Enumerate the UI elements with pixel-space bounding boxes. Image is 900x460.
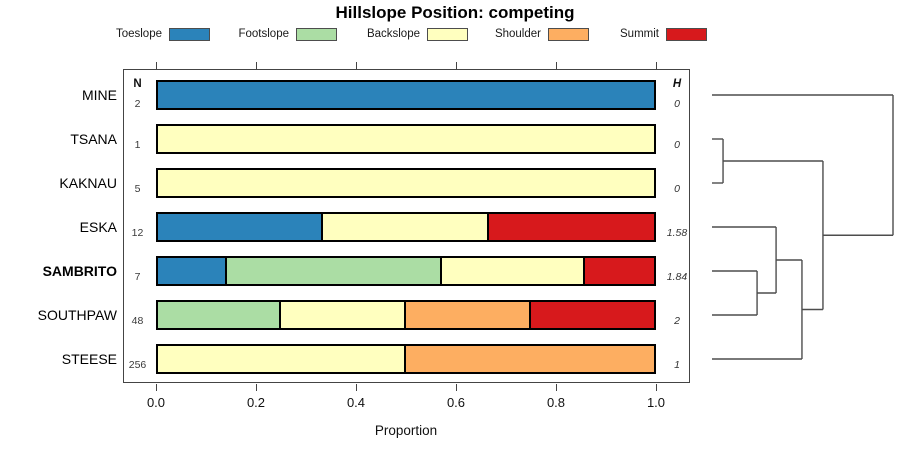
h-value-kaknau: 0 xyxy=(674,183,680,195)
x-tick-label: 0.0 xyxy=(146,395,166,410)
row-label-steese: STEESE xyxy=(61,351,117,367)
x-tick-bottom xyxy=(456,384,457,391)
legend-swatch-summit xyxy=(666,28,707,41)
bar-kaknau xyxy=(156,168,656,198)
x-tick-bottom xyxy=(556,384,557,391)
n-value-southpaw: 48 xyxy=(131,315,144,327)
bar-segment-toeslope xyxy=(156,80,656,110)
bar-segment-backslope xyxy=(156,168,656,198)
x-tick-bottom xyxy=(156,384,157,391)
bar-tsana xyxy=(156,124,656,154)
bar-southpaw xyxy=(156,300,656,330)
bar-sambrito xyxy=(156,256,656,286)
legend-label-footslope: Footslope xyxy=(238,28,289,40)
legend-label-shoulder: Shoulder xyxy=(494,28,541,40)
n-value-tsana: 1 xyxy=(134,139,141,151)
bar-segment-footslope xyxy=(156,300,281,330)
h-value-sambrito: 1.84 xyxy=(666,271,688,283)
row-label-sambrito: SAMBRITO xyxy=(42,263,117,279)
bar-mine xyxy=(156,80,656,110)
bar-segment-backslope xyxy=(156,124,656,154)
n-value-kaknau: 5 xyxy=(134,183,141,195)
x-tick-bottom xyxy=(256,384,257,391)
bar-segment-backslope xyxy=(156,344,406,374)
row-label-tsana: TSANA xyxy=(70,131,117,147)
row-label-southpaw: SOUTHPAW xyxy=(37,307,117,323)
x-tick-top xyxy=(256,62,257,69)
chart-title: Hillslope Position: competing xyxy=(335,3,575,22)
x-tick-label: 1.0 xyxy=(646,395,666,410)
row-label-eska: ESKA xyxy=(79,219,117,235)
x-tick-top xyxy=(656,62,657,69)
row-label-mine: MINE xyxy=(82,87,117,103)
n-value-eska: 12 xyxy=(131,227,144,239)
h-value-steese: 1 xyxy=(674,359,680,371)
legend-label-summit: Summit xyxy=(620,28,659,40)
x-tick-top xyxy=(456,62,457,69)
bar-segment-backslope xyxy=(279,300,406,330)
h-value-tsana: 0 xyxy=(674,139,680,151)
legend-swatch-shoulder xyxy=(548,28,589,41)
legend-swatch-backslope xyxy=(427,28,468,41)
x-tick-label: 0.4 xyxy=(346,395,366,410)
bar-segment-summit xyxy=(583,256,656,286)
legend-swatch-footslope xyxy=(296,28,337,41)
n-column-header: N xyxy=(133,78,142,90)
bar-eska xyxy=(156,212,656,242)
legend-label-toeslope: Toeslope xyxy=(115,28,162,40)
bar-segment-footslope xyxy=(225,256,442,286)
h-value-southpaw: 2 xyxy=(674,315,680,327)
x-axis-title: Proportion xyxy=(374,423,438,438)
x-tick-label: 0.8 xyxy=(546,395,566,410)
x-tick-label: 0.6 xyxy=(446,395,466,410)
x-tick-bottom xyxy=(356,384,357,391)
n-value-mine: 2 xyxy=(134,98,141,110)
n-value-steese: 256 xyxy=(128,359,147,371)
bar-segment-summit xyxy=(487,212,656,242)
dendrogram xyxy=(712,94,894,360)
x-tick-top xyxy=(356,62,357,69)
h-value-eska: 1.58 xyxy=(666,227,688,239)
x-tick-top xyxy=(156,62,157,69)
bar-segment-backslope xyxy=(440,256,585,286)
row-label-kaknau: KAKNAU xyxy=(59,175,117,191)
x-tick-bottom xyxy=(656,384,657,391)
bar-segment-shoulder xyxy=(404,344,656,374)
bar-segment-backslope xyxy=(321,212,489,242)
bar-steese xyxy=(156,344,656,374)
legend-label-backslope: Backslope xyxy=(366,28,420,40)
h-value-mine: 0 xyxy=(674,98,680,110)
h-column-header: H xyxy=(672,78,682,90)
bar-segment-toeslope xyxy=(156,256,227,286)
bar-segment-toeslope xyxy=(156,212,323,242)
x-tick-label: 0.2 xyxy=(246,395,266,410)
x-tick-top xyxy=(556,62,557,69)
n-value-sambrito: 7 xyxy=(134,271,141,283)
bar-segment-shoulder xyxy=(404,300,531,330)
legend-swatch-toeslope xyxy=(169,28,210,41)
bar-segment-summit xyxy=(529,300,656,330)
